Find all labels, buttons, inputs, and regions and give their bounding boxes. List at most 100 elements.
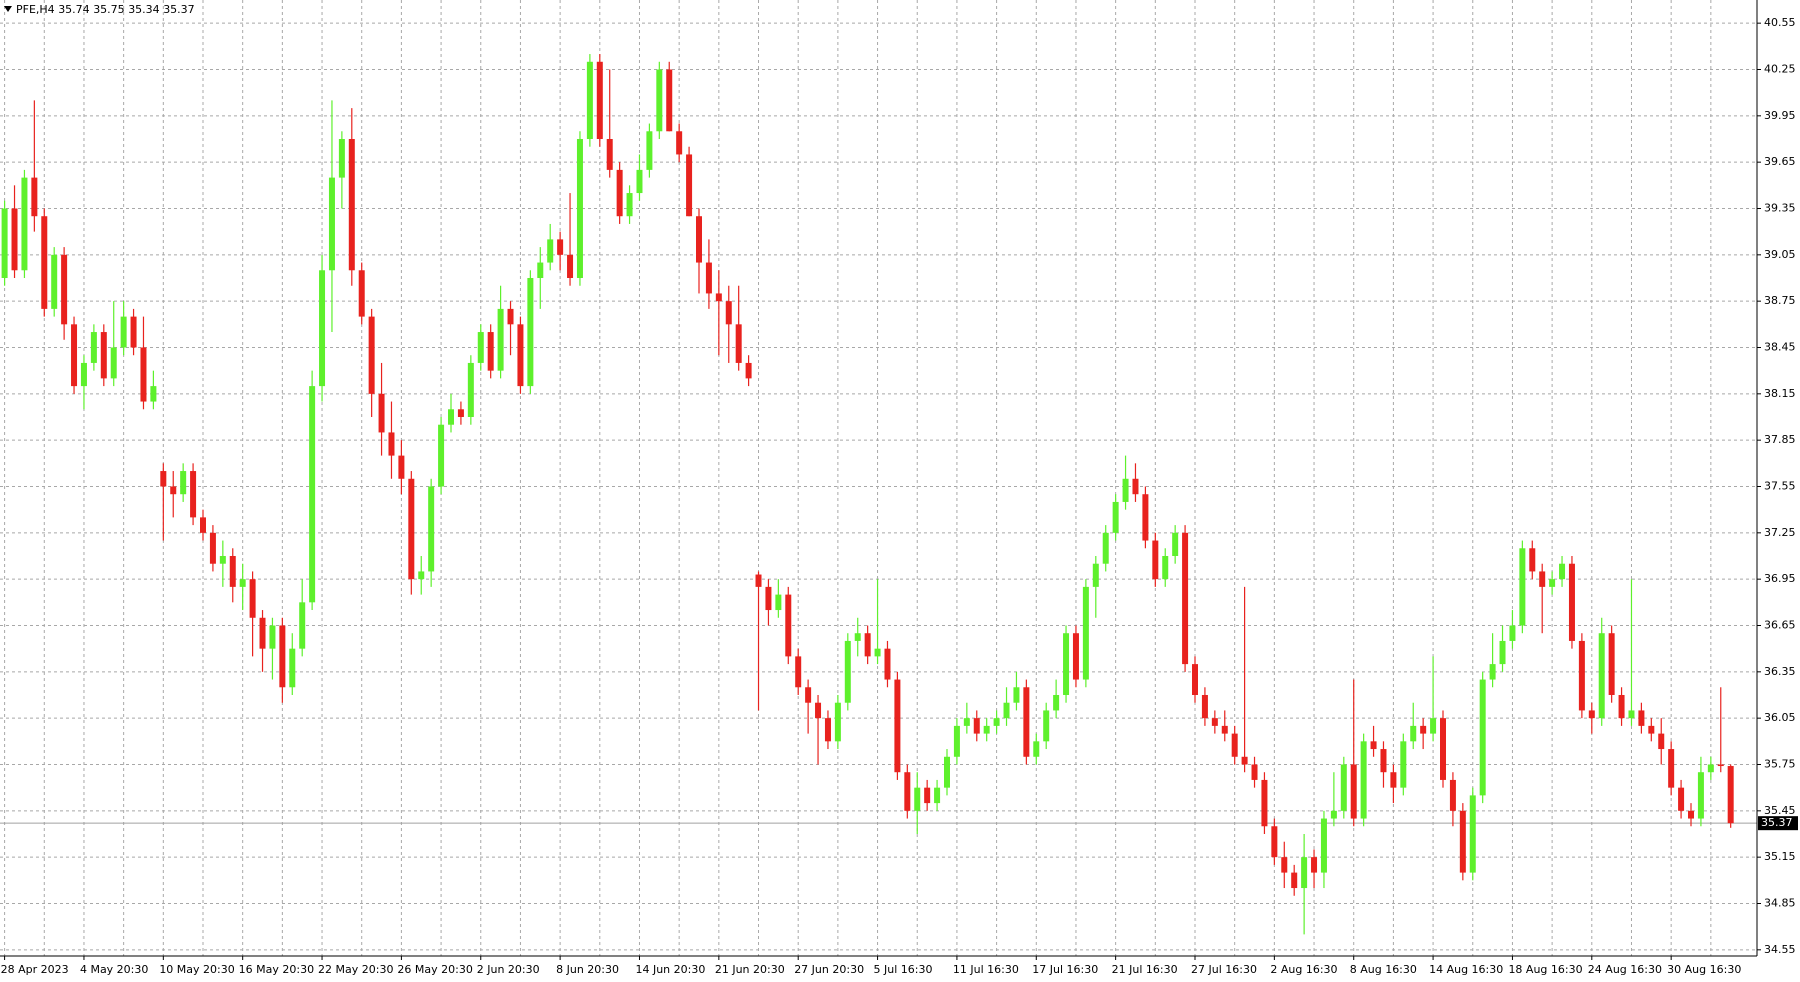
candle-body: [1241, 756, 1248, 765]
y-tick-label: 35.45: [1764, 804, 1796, 817]
candle-body: [1638, 710, 1645, 726]
collapse-icon: [4, 6, 12, 12]
current-price-box: [1758, 816, 1798, 831]
low: 35.34: [128, 3, 160, 16]
candle-body: [1717, 764, 1724, 767]
y-tick-label: 39.65: [1764, 155, 1796, 168]
candle-body: [100, 332, 107, 379]
candle-body: [1678, 787, 1685, 811]
candle-body: [1598, 633, 1605, 719]
candle-body: [527, 277, 534, 387]
candle-body: [884, 648, 891, 680]
candle-body: [398, 455, 405, 479]
candle-body: [547, 239, 554, 263]
candle-body: [894, 679, 901, 773]
x-tick-label: 26 May 20:30: [397, 963, 472, 976]
candle-body: [150, 386, 157, 402]
candle-body: [1390, 772, 1397, 788]
candle-body: [190, 471, 197, 518]
candle-body: [1430, 718, 1437, 734]
candle-body: [1122, 478, 1129, 502]
candle-body: [715, 293, 722, 302]
candle-body: [408, 478, 415, 580]
x-tick-label: 17 Jul 16:30: [1032, 963, 1098, 976]
candle-body: [1142, 494, 1149, 541]
candle-body: [1043, 710, 1050, 742]
candle-body: [1400, 741, 1407, 788]
open: 35.74: [58, 3, 90, 16]
y-tick-label: 39.95: [1764, 109, 1796, 122]
candle-body: [1380, 749, 1387, 773]
candle-body: [844, 640, 851, 703]
candle-body: [636, 169, 643, 194]
candle-body: [1152, 540, 1159, 580]
candle-body: [1459, 810, 1466, 873]
candle-body: [567, 254, 574, 278]
x-tick-label: 11 Jul 16:30: [953, 963, 1019, 976]
candle-body: [299, 602, 306, 649]
candle-body: [616, 169, 623, 217]
candle-body: [309, 386, 316, 603]
candle-body: [249, 579, 256, 618]
y-tick-label: 39.05: [1764, 248, 1796, 261]
candle-body: [467, 362, 474, 417]
candle-body: [259, 617, 266, 649]
candle-body: [765, 586, 772, 611]
y-tick-label: 35.75: [1764, 757, 1796, 770]
y-tick-label: 39.35: [1764, 201, 1796, 214]
candle-body: [725, 301, 732, 325]
candle-body: [428, 486, 435, 572]
candle-body: [239, 579, 246, 587]
candle-body: [219, 555, 226, 564]
candle-body: [676, 131, 683, 155]
candle-body: [606, 138, 613, 170]
candle-body: [1281, 857, 1288, 873]
candle-body: [1410, 725, 1417, 742]
candle-body: [1658, 733, 1665, 750]
x-tick-label: 2 Jun 20:30: [477, 963, 540, 976]
x-tick-label: 8 Jun 20:30: [556, 963, 619, 976]
candle-body: [319, 270, 326, 387]
candle-body: [1172, 532, 1179, 556]
candle-body: [130, 316, 137, 348]
x-tick-label: 22 May 20:30: [318, 963, 393, 976]
candle-body: [785, 594, 792, 657]
candle-body: [11, 208, 18, 271]
candle-body: [537, 262, 544, 278]
candle-body: [696, 216, 702, 263]
candle-body: [378, 393, 385, 433]
candle-body: [1489, 664, 1496, 680]
y-tick-label: 34.85: [1764, 896, 1796, 909]
candle-body: [1350, 764, 1357, 819]
candle-body: [1132, 478, 1139, 495]
candle-body: [1311, 857, 1318, 873]
symbol: PFE,H4: [16, 3, 55, 16]
candle-body: [656, 69, 663, 132]
candle-body: [448, 409, 454, 425]
candle-body: [1301, 857, 1308, 889]
candle-body: [338, 138, 345, 178]
x-tick-label: 27 Jun 20:30: [794, 963, 864, 976]
current-price-label: 35.37: [1761, 816, 1793, 829]
candle-body: [1261, 779, 1268, 827]
candle-body: [1, 208, 8, 278]
candle-body: [418, 571, 425, 580]
candle-body: [1320, 818, 1327, 873]
candle-body: [805, 687, 812, 703]
candle-body: [21, 177, 28, 271]
candle-body: [110, 347, 117, 379]
candle-body: [1608, 633, 1615, 695]
candle-body: [1668, 749, 1675, 788]
candle-body: [914, 787, 921, 811]
candle-body: [269, 625, 276, 649]
candle-body: [1092, 563, 1099, 587]
candle-body: [200, 517, 206, 533]
candle-body: [1628, 710, 1635, 719]
candle-body: [904, 772, 911, 811]
candle-body: [1082, 586, 1089, 680]
x-tick-label: 5 Jul 16:30: [874, 963, 933, 976]
y-tick-label: 40.55: [1764, 16, 1796, 29]
candle-body: [1568, 563, 1575, 641]
candle-body: [973, 718, 980, 734]
